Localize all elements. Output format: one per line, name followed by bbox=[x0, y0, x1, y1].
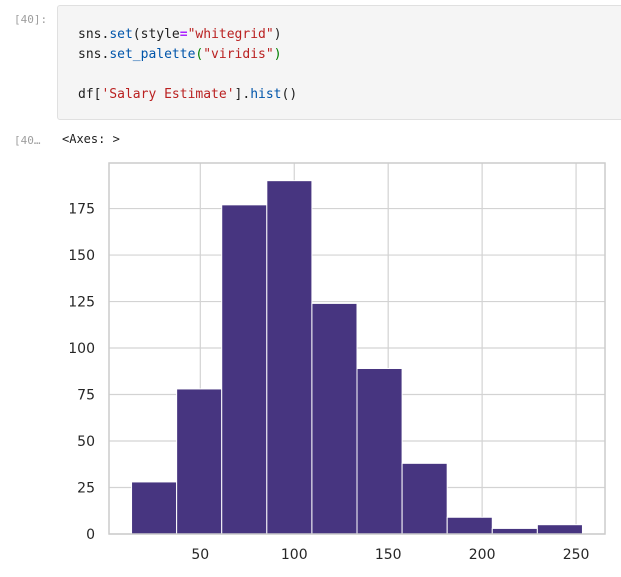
histogram-bar bbox=[491, 527, 538, 535]
histogram-bar bbox=[176, 388, 223, 535]
token: sns bbox=[78, 27, 102, 42]
token: () bbox=[281, 87, 298, 102]
token-function: set_palette bbox=[109, 47, 196, 62]
x-tick-label: 250 bbox=[563, 547, 590, 563]
token: . bbox=[101, 27, 110, 42]
token-string: "whitegrid" bbox=[187, 27, 274, 42]
histogram-bar bbox=[446, 516, 493, 535]
token: ) bbox=[273, 27, 282, 42]
histogram-bar bbox=[131, 481, 178, 535]
token: sns bbox=[78, 47, 102, 62]
histogram-bar bbox=[311, 302, 358, 535]
x-tick-label: 50 bbox=[191, 547, 209, 563]
code-editor[interactable]: sns.set(style="whitegrid") sns.set_palet… bbox=[78, 25, 297, 105]
token: . bbox=[242, 87, 251, 102]
token-function: set bbox=[109, 27, 133, 42]
axes-frame bbox=[108, 162, 606, 535]
y-tick-label: 25 bbox=[77, 481, 95, 497]
y-tick-label: 175 bbox=[70, 202, 95, 218]
y-tick-label: 125 bbox=[70, 295, 95, 311]
token: df bbox=[78, 87, 94, 102]
y-tick-label: 0 bbox=[86, 527, 95, 543]
y-tick-label: 75 bbox=[77, 388, 95, 404]
token: ] bbox=[234, 87, 243, 102]
token-function: hist bbox=[250, 87, 282, 102]
output-prompt: [40… bbox=[14, 134, 41, 147]
histogram-bar bbox=[221, 204, 268, 535]
y-tick-label: 100 bbox=[70, 341, 95, 357]
token-paren: ) bbox=[273, 47, 282, 62]
token-string: 'Salary Estimate' bbox=[101, 87, 235, 102]
code-cell[interactable]: sns.set(style="whitegrid") sns.set_palet… bbox=[57, 5, 621, 120]
x-tick-label: 200 bbox=[469, 547, 496, 563]
y-tick-label: 50 bbox=[77, 434, 95, 450]
code-line-2: sns.set_palette("viridis") bbox=[78, 47, 282, 62]
histogram-bar bbox=[266, 180, 313, 535]
histogram-bar bbox=[401, 462, 448, 535]
x-tick-label: 100 bbox=[281, 547, 308, 563]
token: [ bbox=[93, 87, 102, 102]
output-text: <Axes: > bbox=[62, 132, 120, 146]
histogram-bar bbox=[356, 367, 403, 535]
histogram-bar bbox=[536, 524, 583, 535]
histogram-chart: 0 25 50 75 100 125 150 175 50 100 150 200 250 bbox=[70, 162, 606, 563]
token-paren: ( bbox=[195, 47, 204, 62]
code-line-3: df['Salary Estimate'].hist() bbox=[78, 87, 297, 102]
token-keyword-arg: style bbox=[140, 27, 180, 42]
token-operator: = bbox=[179, 27, 188, 42]
input-prompt: [40]: bbox=[14, 13, 48, 26]
token: . bbox=[101, 47, 110, 62]
x-tick-label: 150 bbox=[375, 547, 402, 563]
y-tick-label: 150 bbox=[70, 248, 95, 264]
code-line-1: sns.set(style="whitegrid") bbox=[78, 27, 282, 42]
token-string: "viridis" bbox=[203, 47, 274, 62]
token: ( bbox=[132, 27, 141, 42]
